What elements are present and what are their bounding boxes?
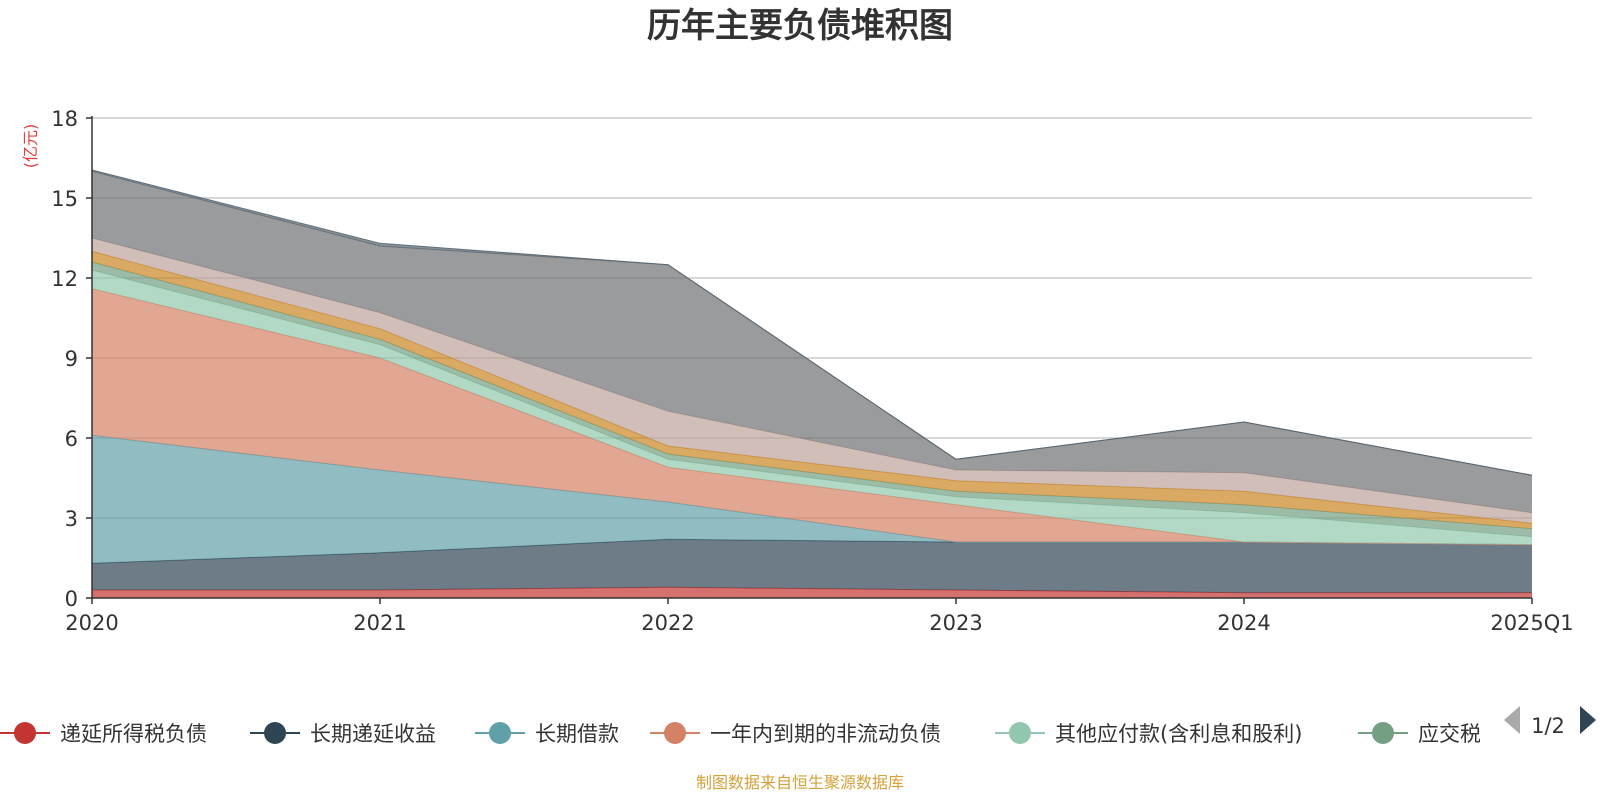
legend: 递延所得税负债 长期递延收益 长期借款 一年内到期的非流动负债 其他应付款(含利息和股利… (0, 722, 1502, 746)
y-tick-label-12: 12 (51, 267, 78, 291)
legend-item-1[interactable]: 长期递延收益 (250, 722, 436, 746)
legend-item-2[interactable]: 长期借款 (475, 722, 619, 746)
axes: 0 3 6 9 12 15 18 2020 2021 2022 2023 2024 2025Q1 (51, 107, 1573, 635)
legend-item-4[interactable]: 其他应付款(含利息和股利) (995, 722, 1302, 746)
x-tick-label-2020: 2020 (65, 611, 118, 635)
legend-circle-icon (14, 722, 36, 744)
legend-item-5[interactable]: 应交税费 (1358, 722, 1502, 746)
legend-circle-icon (1009, 722, 1031, 744)
x-tick-label-2025Q1: 2025Q1 (1490, 611, 1573, 635)
area-series-3 (92, 288, 1532, 545)
legend-label: 其他应付款(含利息和股利) (1055, 722, 1302, 746)
stacked-areas (91, 169, 1533, 598)
legend-label: 递延所得税负债 (60, 722, 207, 746)
legend-page-indicator: 1/2 (1531, 714, 1565, 738)
legend-prev-page-icon[interactable] (1504, 706, 1520, 734)
area-series-7 (92, 238, 1532, 524)
y-tick-label-0: 0 (65, 587, 78, 611)
y-tick-label-9: 9 (65, 347, 78, 371)
area-series-0 (92, 587, 1532, 598)
legend-label: 长期借款 (535, 722, 619, 746)
x-tick-label-2023: 2023 (929, 611, 982, 635)
legend-item-3[interactable]: 一年内到期的非流动负债 (650, 722, 941, 746)
legend-label: 一年内到期的非流动负债 (710, 722, 941, 746)
legend-pager: 1/2 (1504, 706, 1596, 738)
legend-circle-icon (664, 722, 686, 744)
data-source-note: 制图数据来自恒生聚源数据库 (696, 773, 904, 792)
x-tick-label-2022: 2022 (641, 611, 694, 635)
y-axis-unit-label: (亿元) (21, 124, 40, 169)
y-tick-label-18: 18 (51, 107, 78, 131)
legend-label: 应交税费 (1418, 722, 1502, 746)
legend-item-0[interactable]: 递延所得税负债 (0, 722, 207, 746)
x-tick-label-2021: 2021 (353, 611, 406, 635)
y-tick-label-3: 3 (65, 507, 78, 531)
legend-next-page-icon[interactable] (1580, 706, 1596, 734)
area-series-2 (92, 435, 1532, 564)
y-tick-label-6: 6 (65, 427, 78, 451)
legend-label: 长期递延收益 (310, 722, 436, 746)
legend-circle-icon (489, 722, 511, 744)
legend-circle-icon (1372, 722, 1394, 744)
legend-items: 递延所得税负债 长期递延收益 长期借款 一年内到期的非流动负债 其他应付款(含利息和股利… (0, 722, 1502, 746)
area-series-1 (92, 539, 1532, 593)
legend-circle-icon (264, 722, 286, 744)
area-series-8 (92, 171, 1532, 513)
area-series-line-9 (91, 169, 1533, 476)
chart-title: 历年主要负债堆积图 (647, 6, 953, 46)
y-tick-label-15: 15 (51, 187, 78, 211)
x-tick-label-2024: 2024 (1217, 611, 1270, 635)
